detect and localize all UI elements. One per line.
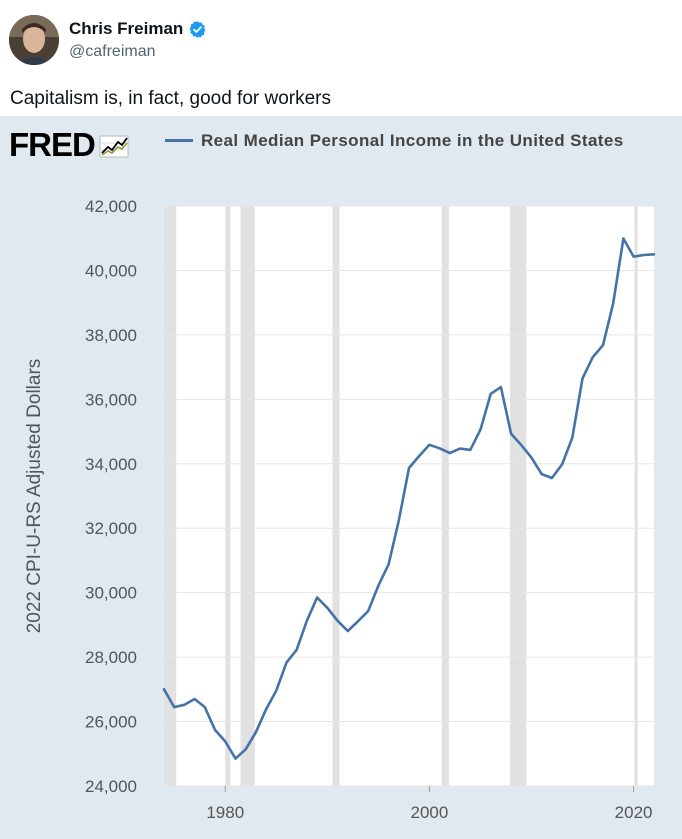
y-tick-label: 30,000 (85, 584, 137, 603)
legend-swatch (165, 139, 193, 142)
recession-band (441, 206, 449, 786)
legend-series-label: Real Median Personal Income in the Unite… (201, 131, 624, 150)
line-chart: 24,000 26,000 28,000 30,000 32,000 34,000 36,0… (24, 197, 656, 822)
y-tick-label: 38,000 (85, 326, 137, 345)
y-tick-label: 26,000 (85, 713, 137, 732)
y-tick-label: 32,000 (85, 519, 137, 538)
user-handle[interactable]: @cafreiman (69, 43, 156, 60)
y-tick-label: 24,000 (85, 777, 137, 796)
display-name-row[interactable]: Chris Freiman (69, 19, 207, 39)
x-tick-label: 2020 (615, 803, 653, 822)
recession-band (164, 206, 177, 786)
avatar-portrait-icon (9, 15, 59, 65)
plot-area (164, 206, 654, 786)
fred-logo: FRED (9, 128, 129, 161)
recession-band (510, 206, 527, 786)
avatar[interactable] (9, 15, 59, 65)
y-tick-label: 40,000 (85, 261, 137, 280)
y-tick-label: 36,000 (85, 390, 137, 409)
tweet-text: Capitalism is, in fact, good for workers (10, 88, 332, 109)
recession-band (225, 206, 231, 786)
fred-chart-card[interactable]: FRED Real Median Personal Income in the … (0, 116, 682, 839)
recession-band (240, 206, 255, 786)
y-tick-label: 28,000 (85, 648, 137, 667)
tweet-header: Chris Freiman @cafreiman (0, 0, 682, 80)
chart-legend: Real Median Personal Income in the Unite… (165, 128, 655, 153)
y-tick-label: 34,000 (85, 455, 137, 474)
recession-band (634, 206, 638, 786)
y-tick-label: 42,000 (85, 197, 137, 216)
recession-band (332, 206, 340, 786)
x-tick-label: 2000 (411, 803, 449, 822)
display-name[interactable]: Chris Freiman (69, 19, 184, 38)
fred-logo-text: FRED (9, 126, 96, 163)
verified-badge-icon (189, 20, 206, 38)
x-tick-label: 1980 (206, 803, 244, 822)
y-axis-label: 2022 CPI-U-RS Adjusted Dollars (24, 359, 45, 634)
fred-chart-logo-icon (99, 135, 129, 157)
